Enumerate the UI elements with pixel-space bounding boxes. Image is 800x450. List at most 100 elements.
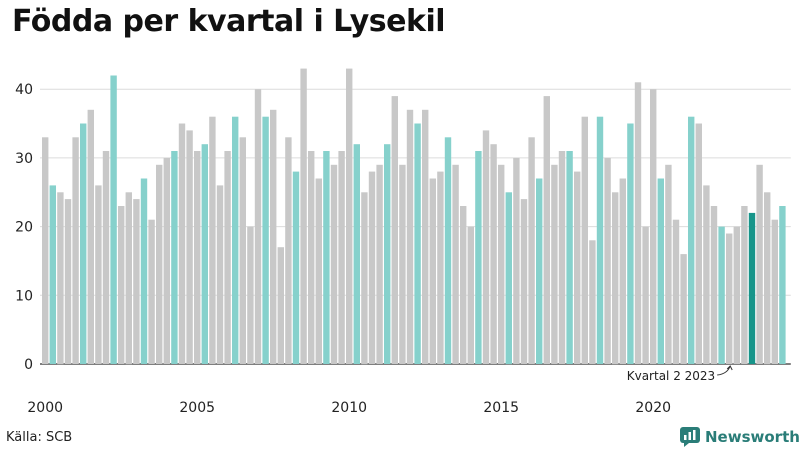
bar (444, 137, 452, 364)
bars (42, 68, 786, 365)
annotation-arrow (717, 365, 733, 376)
bar (695, 123, 702, 364)
bar (285, 137, 292, 364)
bar (194, 151, 201, 364)
bar (186, 130, 193, 364)
bar-chart: 0 10 20 30 40 2000 2005 2010 2015 2020 Kvartal 2… (15, 68, 791, 416)
bar (95, 185, 102, 364)
bar (574, 171, 581, 364)
bar (361, 192, 368, 365)
y-tick-label: 40 (15, 82, 33, 98)
bar (254, 89, 262, 364)
bar (376, 164, 383, 364)
bar (171, 151, 178, 364)
bar (748, 212, 756, 364)
bar (338, 151, 345, 364)
bar (399, 164, 406, 364)
y-tick-label: 30 (15, 151, 33, 167)
bar (771, 219, 778, 364)
bar (323, 151, 330, 364)
bar (596, 116, 604, 364)
bar (72, 137, 79, 364)
bar (779, 206, 786, 364)
bar (566, 151, 573, 364)
bar (460, 206, 467, 364)
bar (308, 151, 315, 364)
bar (64, 199, 72, 364)
x-axis: 2000 2005 2010 2015 2020 (27, 400, 671, 416)
bar (764, 192, 771, 365)
bar (414, 123, 421, 364)
bar (125, 192, 132, 365)
x-tick-label: 2005 (179, 400, 215, 416)
source-note: Källa: SCB (6, 430, 73, 445)
bar (148, 219, 155, 364)
bar (391, 96, 398, 364)
bar (505, 192, 512, 365)
annotation: Kvartal 2 2023 (627, 365, 733, 383)
brand-logo[interactable]: Newsworthy (680, 427, 800, 447)
bar (467, 226, 474, 364)
y-axis: 0 10 20 30 40 (15, 82, 33, 373)
bar (604, 157, 611, 364)
bar (657, 178, 664, 364)
bar (133, 199, 140, 364)
bar (110, 75, 117, 364)
bar (247, 226, 254, 364)
bar (627, 123, 634, 364)
brand-name: Newsworthy (705, 428, 800, 446)
bar (589, 240, 596, 364)
bar (118, 206, 125, 364)
chart-title: Födda per kvartal i Lysekil (12, 4, 446, 39)
bar (642, 226, 649, 364)
bar (437, 171, 444, 364)
bar (513, 157, 520, 364)
bar (232, 116, 239, 364)
bar (353, 144, 360, 364)
bar (102, 151, 110, 364)
bar (551, 164, 558, 364)
bar (429, 178, 436, 364)
bar (665, 164, 672, 364)
x-tick-label: 2015 (483, 400, 519, 416)
bar (619, 178, 626, 364)
bar (718, 226, 725, 364)
bar (710, 206, 718, 364)
bar (384, 144, 391, 364)
bar (216, 185, 224, 364)
bar (422, 109, 429, 364)
bar (57, 192, 64, 365)
bar (87, 109, 94, 364)
bar (262, 116, 269, 364)
bar (612, 192, 619, 365)
bar (49, 185, 56, 364)
bar (482, 130, 490, 364)
bar (688, 116, 695, 364)
bar (140, 178, 148, 364)
bar (558, 151, 566, 364)
bar (300, 68, 307, 364)
y-tick-label: 20 (15, 220, 33, 236)
bar (733, 226, 740, 364)
bar (520, 199, 528, 364)
bar (156, 164, 163, 364)
bar (209, 116, 216, 364)
x-tick-label: 2010 (331, 400, 367, 416)
bar (330, 164, 338, 364)
y-tick-label: 10 (15, 288, 33, 304)
x-tick-label: 2020 (635, 400, 671, 416)
bar (292, 171, 300, 364)
bar (42, 137, 49, 364)
bar (703, 185, 710, 364)
bar (201, 144, 208, 364)
annotation-label: Kvartal 2 2023 (627, 369, 715, 383)
bar (528, 137, 535, 364)
bar (452, 164, 459, 364)
bar (346, 68, 353, 364)
bar (536, 178, 543, 364)
bar (270, 109, 277, 364)
bar (163, 157, 170, 364)
bar (581, 116, 588, 364)
bar (498, 164, 505, 364)
bar (634, 82, 642, 365)
